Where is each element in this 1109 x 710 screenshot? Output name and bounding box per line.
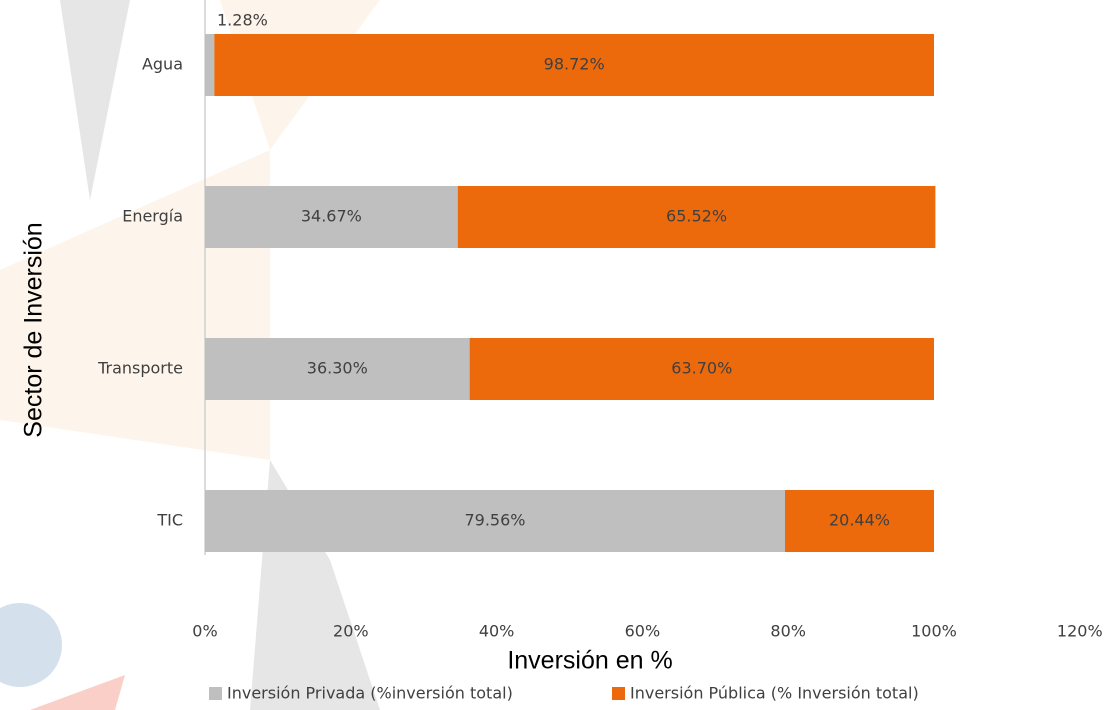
value-label: 34.67% — [301, 207, 362, 226]
y-axis-title: Sector de Inversión — [20, 222, 48, 437]
y-tick-label: Transporte — [97, 359, 183, 378]
y-tick-label: TIC — [156, 511, 183, 530]
x-tick-label: 20% — [333, 622, 369, 641]
legend-swatch — [612, 687, 625, 700]
value-label: 63.70% — [671, 359, 732, 378]
chart: Inversión en % Sector de Inversión 0% 20%… — [0, 0, 1109, 710]
x-tick-label: 80% — [770, 622, 806, 641]
value-label: 65.52% — [666, 207, 727, 226]
y-tick-label: Agua — [142, 55, 183, 74]
x-tick-label: 0% — [192, 622, 217, 641]
value-label: 20.44% — [829, 511, 890, 530]
value-label: 1.28% — [217, 11, 268, 30]
legend-swatch — [209, 687, 222, 700]
x-axis-title: Inversión en % — [507, 647, 672, 675]
x-tick-label: 120% — [1057, 622, 1103, 641]
bar-segment — [205, 34, 214, 96]
x-tick-label: 40% — [479, 622, 515, 641]
legend-label: Inversión Pública (% Inversión total) — [630, 684, 919, 703]
value-label: 36.30% — [307, 359, 368, 378]
value-label: 98.72% — [544, 55, 605, 74]
y-tick-label: Energía — [122, 207, 183, 226]
x-tick-label: 100% — [911, 622, 957, 641]
value-label: 79.56% — [464, 511, 525, 530]
x-tick-label: 60% — [625, 622, 661, 641]
legend-label: Inversión Privada (%inversión total) — [227, 684, 513, 703]
